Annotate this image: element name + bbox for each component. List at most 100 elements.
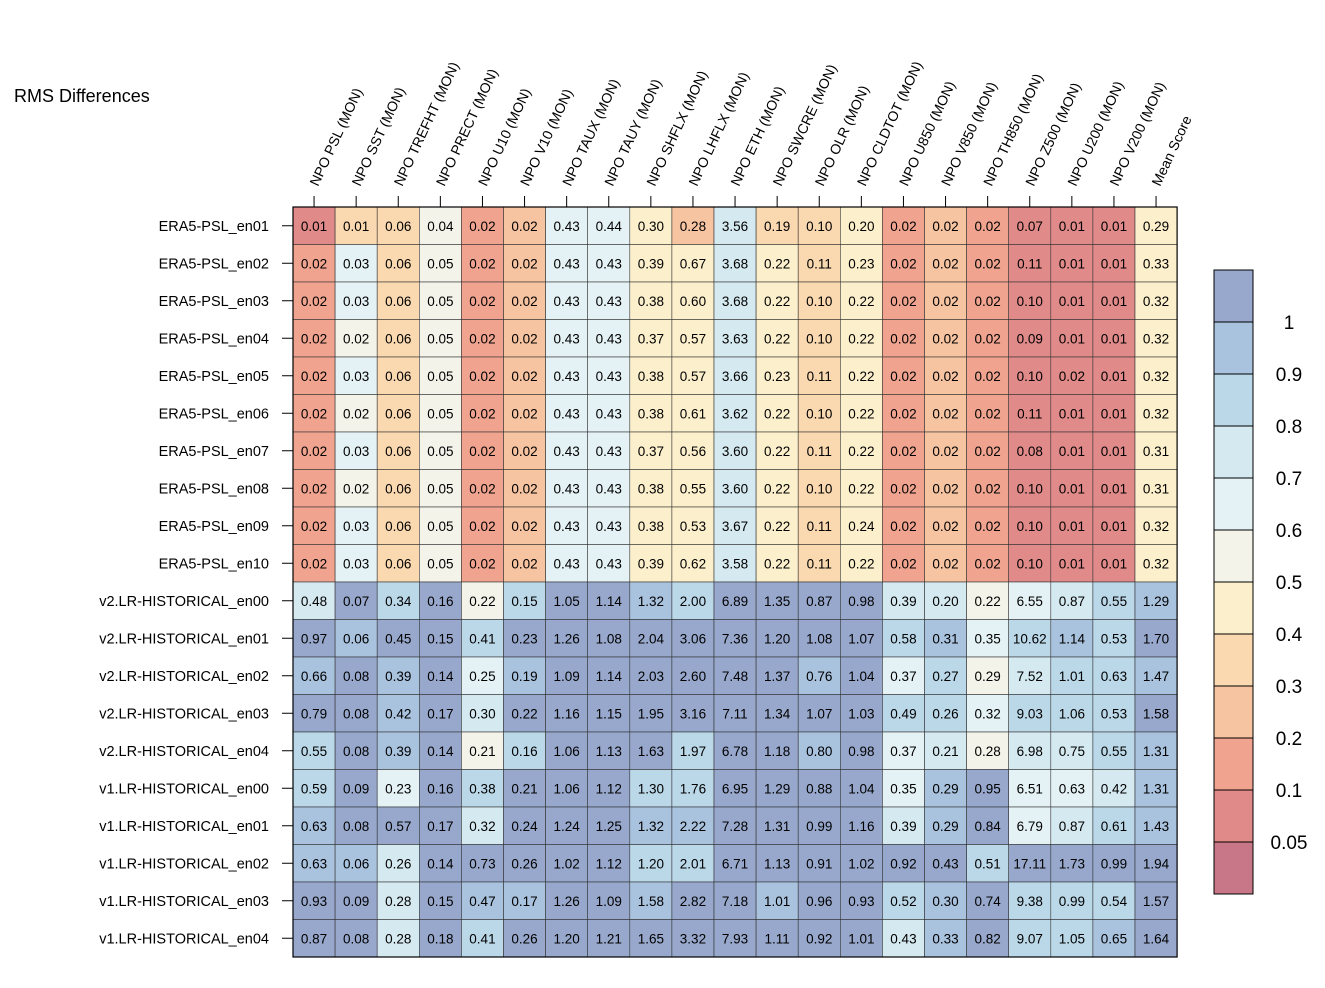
cell-value-label: 0.22 bbox=[764, 556, 790, 571]
heatmap-cell bbox=[334, 881, 378, 920]
cell-value-label: 0.43 bbox=[554, 556, 580, 571]
cell-value-label: 0.43 bbox=[596, 444, 622, 459]
cell-value-label: 0.02 bbox=[469, 519, 495, 534]
cell-value-label: 0.02 bbox=[301, 294, 327, 309]
cell-value-label: 0.02 bbox=[890, 219, 916, 234]
cell-value-label: 0.56 bbox=[680, 444, 706, 459]
cell-value-label: 1.26 bbox=[554, 894, 580, 909]
cell-value-label: 0.02 bbox=[932, 219, 958, 234]
heatmap-cell bbox=[839, 769, 883, 808]
heatmap-cell bbox=[924, 581, 967, 620]
heatmap-cell bbox=[882, 431, 925, 470]
cell-value-label: 1.21 bbox=[596, 931, 622, 946]
heatmap-cell bbox=[334, 806, 378, 845]
heatmap-cell bbox=[376, 844, 420, 883]
heatmap-cell bbox=[1050, 506, 1094, 545]
cell-value-label: 0.60 bbox=[680, 294, 706, 309]
cell-value-label: 0.18 bbox=[427, 931, 453, 946]
cell-value-label: 0.53 bbox=[1101, 631, 1127, 646]
cell-value-label: 1.03 bbox=[848, 706, 874, 721]
heatmap-cell bbox=[1008, 844, 1052, 883]
heatmap-cell bbox=[292, 769, 336, 808]
cell-value-label: 0.02 bbox=[890, 331, 916, 346]
heatmap-cell bbox=[461, 394, 504, 433]
cell-value-label: 1.31 bbox=[1143, 744, 1169, 759]
cell-value-label: 3.16 bbox=[680, 706, 706, 721]
cell-value-label: 0.22 bbox=[511, 706, 537, 721]
cell-value-label: 0.96 bbox=[806, 894, 832, 909]
heatmap-cell bbox=[545, 656, 588, 695]
heatmap-cell bbox=[797, 656, 841, 695]
heatmap-cell bbox=[797, 844, 841, 883]
cell-value-label: 1.57 bbox=[1143, 894, 1169, 909]
heatmap-cell bbox=[461, 356, 504, 395]
cell-value-label: 1.01 bbox=[1059, 669, 1085, 684]
heatmap-cell bbox=[545, 731, 588, 770]
cell-value-label: 0.63 bbox=[1059, 781, 1085, 796]
heatmap-cell bbox=[376, 356, 420, 395]
cell-value-label: 0.43 bbox=[554, 519, 580, 534]
row-label: v2.LR-HISTORICAL_en00 bbox=[99, 594, 269, 610]
heatmap-cell bbox=[376, 544, 420, 583]
cell-value-label: 0.45 bbox=[385, 631, 411, 646]
heatmap-cell bbox=[924, 919, 967, 958]
cell-value-label: 0.87 bbox=[1059, 819, 1085, 834]
heatmap-cell bbox=[629, 919, 673, 958]
heatmap-cell bbox=[418, 694, 462, 733]
heatmap-cell bbox=[587, 844, 631, 883]
cell-value-label: 1.97 bbox=[680, 744, 706, 759]
heatmap-cell bbox=[1050, 656, 1094, 695]
heatmap-cell bbox=[671, 356, 715, 395]
cell-value-label: 1.32 bbox=[638, 594, 664, 609]
cell-value-label: 0.43 bbox=[554, 219, 580, 234]
heatmap-cell bbox=[1008, 619, 1052, 658]
cell-value-label: 0.02 bbox=[469, 444, 495, 459]
cell-value-label: 7.28 bbox=[722, 819, 748, 834]
cell-value-label: 1.01 bbox=[764, 894, 790, 909]
colorbar-label: 0.6 bbox=[1276, 521, 1302, 542]
cell-value-label: 1.09 bbox=[554, 669, 580, 684]
cell-value-label: 0.79 bbox=[301, 706, 327, 721]
heatmap-cell bbox=[713, 244, 757, 283]
heatmap-cell bbox=[545, 881, 588, 920]
cell-value-label: 0.01 bbox=[1101, 519, 1127, 534]
heatmap-cell bbox=[587, 581, 631, 620]
heatmap-cell bbox=[797, 881, 841, 920]
heatmap-cell bbox=[503, 844, 546, 883]
cell-value-label: 0.52 bbox=[890, 894, 916, 909]
cell-value-label: 0.01 bbox=[1059, 556, 1085, 571]
cell-value-label: 0.08 bbox=[1017, 444, 1043, 459]
cell-value-label: 1.76 bbox=[680, 781, 706, 796]
cell-value-label: 0.61 bbox=[1101, 819, 1127, 834]
cell-value-label: 0.02 bbox=[511, 369, 537, 384]
heatmap-cell bbox=[587, 319, 631, 358]
heatmap-cell bbox=[1050, 844, 1094, 883]
heatmap-cell bbox=[334, 431, 378, 470]
cell-value-label: 0.43 bbox=[596, 556, 622, 571]
cell-value-label: 0.02 bbox=[890, 294, 916, 309]
cell-value-label: 0.01 bbox=[1059, 444, 1085, 459]
heatmap-cell bbox=[1092, 844, 1136, 883]
cell-value-label: 0.24 bbox=[511, 819, 538, 834]
row-label: ERA5-PSL_en08 bbox=[159, 481, 269, 497]
heatmap-cell bbox=[755, 244, 799, 283]
cell-value-label: 1.34 bbox=[764, 706, 791, 721]
heatmap-cell bbox=[587, 694, 631, 733]
heatmap-cell bbox=[713, 469, 757, 508]
heatmap-cell bbox=[839, 881, 883, 920]
cell-value-label: 17.11 bbox=[1013, 856, 1046, 871]
row-label: ERA5-PSL_en04 bbox=[159, 331, 269, 347]
cell-value-label: 0.10 bbox=[806, 219, 832, 234]
heatmap-cell bbox=[671, 544, 715, 583]
cell-value-label: 0.91 bbox=[806, 856, 832, 871]
cell-value-label: 0.01 bbox=[1101, 331, 1127, 346]
heatmap-cell bbox=[334, 619, 378, 658]
heatmap-cell bbox=[629, 506, 673, 545]
cell-value-label: 1.26 bbox=[554, 631, 580, 646]
cell-value-label: 6.79 bbox=[1017, 819, 1043, 834]
cell-value-label: 0.22 bbox=[848, 406, 874, 421]
cell-value-label: 3.67 bbox=[722, 519, 748, 534]
cell-value-label: 1.25 bbox=[596, 819, 622, 834]
row-label: v2.LR-HISTORICAL_en04 bbox=[99, 744, 269, 760]
heatmap-cell bbox=[966, 394, 1009, 433]
